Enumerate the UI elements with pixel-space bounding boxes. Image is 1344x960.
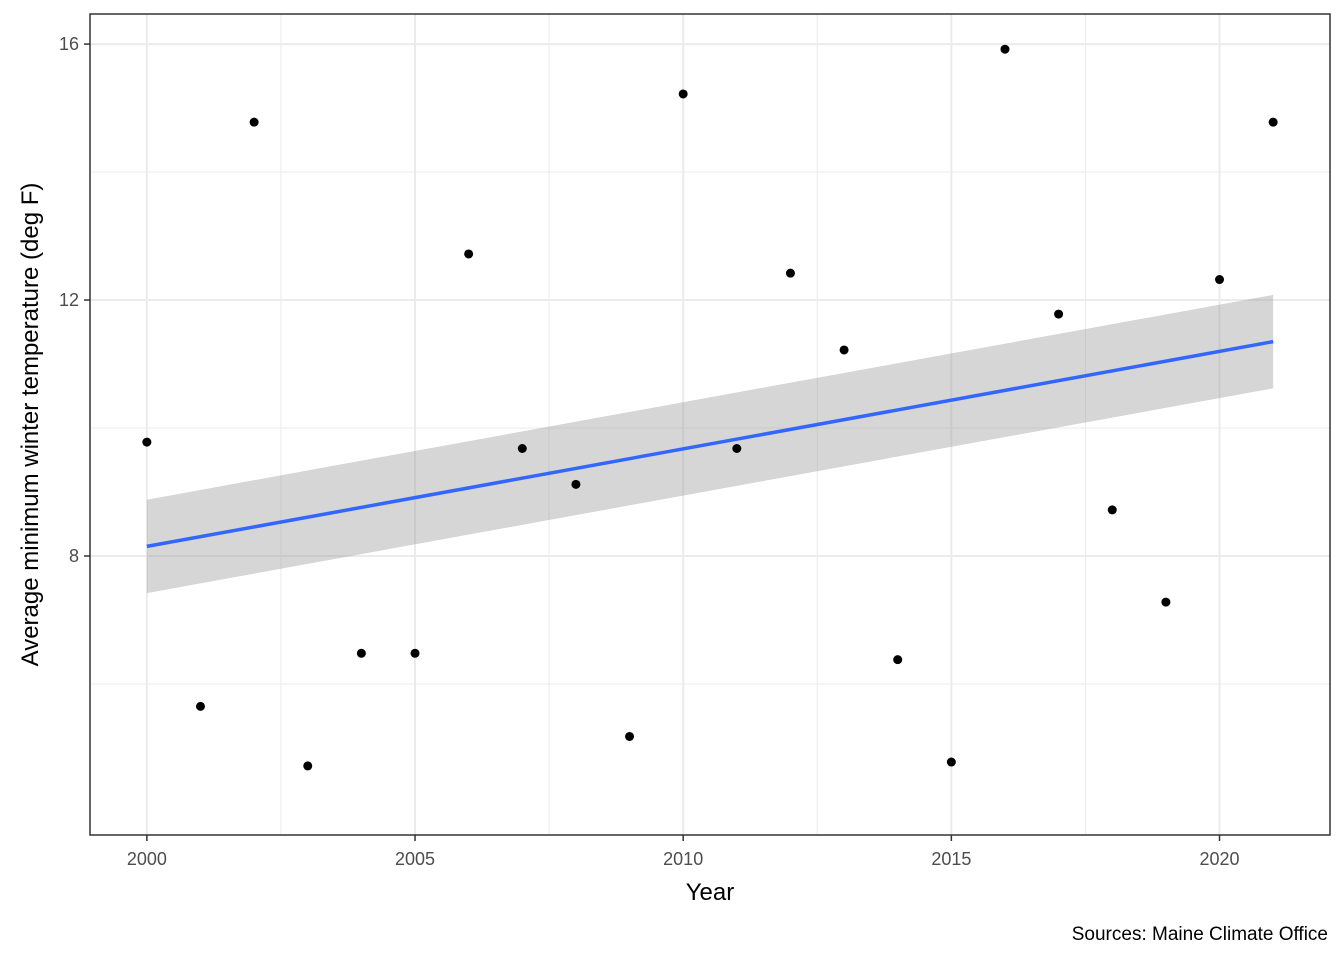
data-point <box>678 89 688 99</box>
data-point <box>303 761 313 771</box>
trend-line-layer <box>146 339 1274 549</box>
data-point <box>785 268 795 278</box>
data-point <box>1054 309 1064 319</box>
x-tick-label: 2015 <box>931 849 971 869</box>
y-axis-title: Average minimum winter temperature (deg … <box>17 183 44 667</box>
data-point <box>464 249 474 259</box>
y-tick-label: 16 <box>59 34 79 54</box>
data-point <box>839 345 849 355</box>
x-tick-label: 2000 <box>127 849 167 869</box>
trend-line <box>146 339 1274 549</box>
y-tick-label: 12 <box>59 290 79 310</box>
panel-border <box>89 13 1331 836</box>
data-point <box>356 648 366 658</box>
data-point <box>195 701 205 711</box>
minor-gridlines <box>90 14 1330 835</box>
data-point <box>893 655 903 665</box>
data-point <box>142 437 152 447</box>
y-axis-ticks: 8 12 16 <box>59 34 90 566</box>
y-tick-label: 8 <box>69 546 79 566</box>
data-point <box>517 443 527 453</box>
data-points <box>142 44 1278 771</box>
data-point <box>1000 44 1010 54</box>
data-point <box>249 117 259 127</box>
major-gridlines <box>90 14 1330 835</box>
data-point <box>1215 275 1225 285</box>
x-tick-label: 2020 <box>1199 849 1239 869</box>
data-point <box>1161 597 1171 607</box>
x-axis-ticks: 2000 2005 2010 2015 2020 <box>127 835 1240 869</box>
data-point <box>571 479 581 489</box>
data-point <box>625 731 635 741</box>
data-point <box>946 757 956 767</box>
chart-caption: Sources: Maine Climate Office <box>1072 924 1328 945</box>
data-point <box>732 443 742 453</box>
x-tick-label: 2005 <box>395 849 435 869</box>
data-point <box>1268 117 1278 127</box>
x-axis-title: Year <box>686 879 735 906</box>
data-point <box>410 648 420 658</box>
x-tick-label: 2010 <box>663 849 703 869</box>
data-point <box>1107 505 1117 515</box>
